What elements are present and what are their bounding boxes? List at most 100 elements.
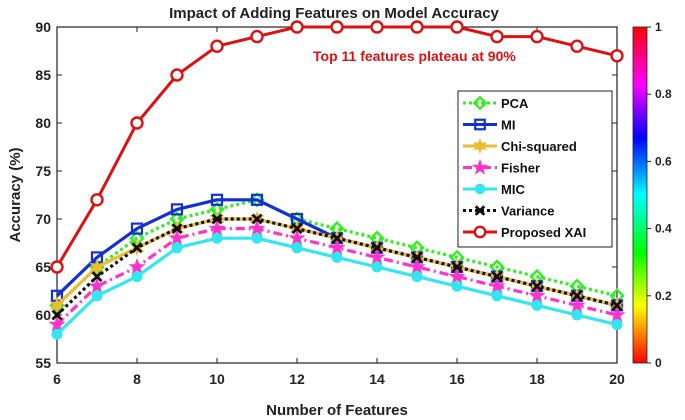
data-point-fisher <box>448 267 466 284</box>
data-point-mic <box>291 242 303 254</box>
x-axis-label: Number of Features <box>266 402 408 419</box>
data-point-proposed-xai <box>330 20 344 34</box>
data-point-fisher <box>208 219 226 236</box>
y-tick-label: 65 <box>35 259 51 275</box>
series-layer <box>48 20 626 340</box>
y-axis: 55 60 65 70 75 80 85 90 <box>35 19 617 371</box>
x-tick-label: 18 <box>529 371 545 387</box>
legend: PCA MI Chi-squared Fisher MIC Variance Propose… <box>457 90 613 248</box>
data-point-fisher <box>608 305 626 323</box>
colorbar-tick-label: 0.6 <box>655 154 672 168</box>
x-tick-label: 20 <box>609 371 625 387</box>
data-point-proposed-xai <box>170 68 184 82</box>
data-point-mic <box>571 309 583 321</box>
data-point-variance <box>411 251 423 263</box>
data-point-fisher <box>408 257 426 275</box>
colorbar-gradient <box>632 26 648 364</box>
x-tick-label: 14 <box>369 371 385 387</box>
data-point-mi <box>170 203 184 216</box>
plateau-annotation: Top 11 features plateau at 90% <box>313 48 516 64</box>
plot-area: 55 60 65 70 75 80 85 90 6 8 10 12 14 16 18 20 <box>35 19 626 387</box>
data-point-mic <box>211 232 223 244</box>
legend-label: MIC <box>501 182 525 197</box>
data-point-proposed-xai <box>490 29 504 44</box>
legend-item-proposed-xai: Proposed XAI <box>463 225 586 240</box>
x-tick-label: 8 <box>133 371 141 387</box>
data-point-variance <box>131 242 143 254</box>
data-point-fisher <box>128 257 146 275</box>
data-point-mi <box>130 222 144 235</box>
data-point-proposed-xai <box>250 29 264 44</box>
data-point-mic <box>131 271 143 283</box>
data-point-variance <box>291 223 303 235</box>
data-point-proposed-xai <box>210 39 224 53</box>
data-point-proposed-xai <box>610 49 624 63</box>
colorbar-tick-label: 1 <box>655 20 662 34</box>
data-point-fisher <box>368 248 386 265</box>
legend-marker <box>474 118 486 131</box>
legend-marker <box>474 183 486 195</box>
colorbar-tick-label: 0.8 <box>655 87 672 101</box>
data-point-variance <box>491 271 503 283</box>
data-point-proposed-xai <box>130 116 144 130</box>
data-point-proposed-xai <box>90 193 104 207</box>
data-point-mic <box>611 319 623 331</box>
data-point-mic <box>411 271 423 283</box>
series-fisher <box>48 219 626 332</box>
data-point-mic <box>251 232 263 244</box>
data-point-mic <box>91 290 103 302</box>
data-point-mic <box>371 261 383 273</box>
colorbar-tick-label: 0 <box>655 356 662 370</box>
colorbar: 0 0.2 0.4 0.6 0.8 1 <box>632 20 672 370</box>
y-tick-label: 85 <box>35 67 51 83</box>
data-point-fisher <box>528 286 546 304</box>
legend-item-mic: MIC <box>463 182 525 197</box>
data-point-fisher <box>248 219 266 236</box>
data-point-proposed-xai <box>410 20 424 34</box>
data-point-proposed-xai <box>50 260 64 274</box>
colorbar-tick-label: 0.2 <box>655 289 672 303</box>
data-point-proposed-xai <box>530 29 544 44</box>
data-point-mic <box>171 242 183 254</box>
y-tick-label: 80 <box>35 115 51 131</box>
data-point-chi-squared <box>49 296 65 314</box>
data-point-variance <box>611 299 623 311</box>
legend-marker <box>472 137 488 155</box>
legend-item-fisher: Fisher <box>463 158 540 176</box>
legend-label: Chi-squared <box>501 139 577 154</box>
data-point-mi <box>210 193 224 206</box>
chart-title: Impact of Adding Features on Model Accur… <box>169 5 499 22</box>
x-tick-label: 16 <box>449 371 465 387</box>
legend-label: MI <box>501 118 515 133</box>
data-point-proposed-xai <box>370 20 384 34</box>
data-point-fisher <box>328 238 346 256</box>
x-tick-label: 6 <box>53 371 61 387</box>
data-point-mic <box>51 328 63 340</box>
data-point-fisher <box>48 315 66 332</box>
y-axis-label: Accuracy (%) <box>7 147 24 242</box>
data-point-mi <box>250 193 264 206</box>
data-point-variance <box>251 213 263 225</box>
x-tick-label: 12 <box>289 371 305 387</box>
series-variance <box>51 213 623 321</box>
legend-item-mi: MI <box>463 118 515 133</box>
legend-label: PCA <box>501 96 529 111</box>
y-tick-label: 55 <box>35 355 51 371</box>
data-point-proposed-xai <box>570 39 584 53</box>
data-point-variance <box>211 213 223 225</box>
data-point-fisher <box>88 277 106 294</box>
data-point-proposed-xai <box>450 20 464 34</box>
legend-label: Fisher <box>501 161 540 176</box>
x-tick-label: 10 <box>209 371 225 387</box>
legend-marker <box>471 158 489 175</box>
y-tick-label: 75 <box>35 163 51 179</box>
data-point-variance <box>331 232 343 244</box>
data-point-variance <box>571 290 583 302</box>
data-point-mic <box>491 290 503 302</box>
legend-marker <box>473 225 487 239</box>
data-point-proposed-xai <box>290 20 304 34</box>
y-tick-label: 60 <box>35 307 51 323</box>
data-point-mic <box>451 280 463 292</box>
y-tick-label: 90 <box>35 19 51 35</box>
data-point-mic <box>531 299 543 311</box>
